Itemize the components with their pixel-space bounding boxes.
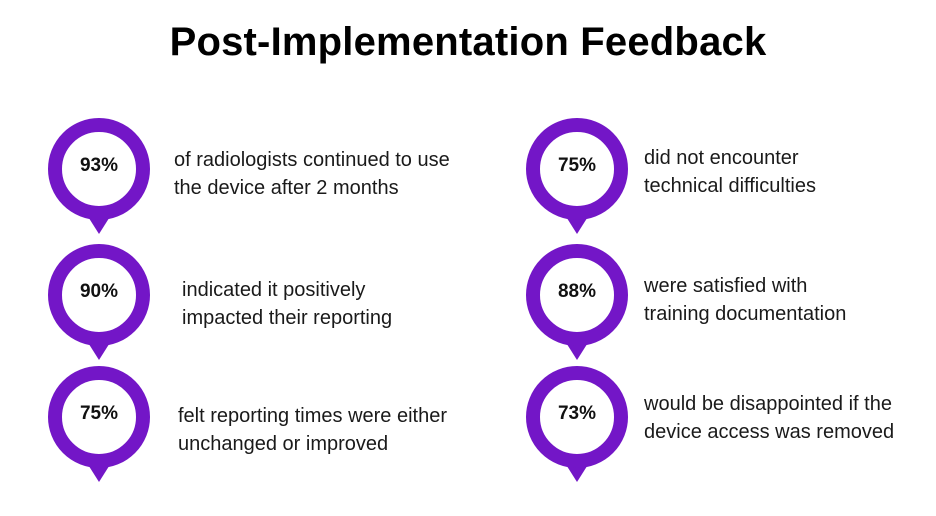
pin-marker-icon: 75%	[526, 118, 628, 234]
stat-description: of radiologists continued to use the dev…	[174, 149, 450, 199]
stat-description: did not encounter technical difficulties	[644, 147, 816, 197]
stat-description: felt reporting times were either unchang…	[178, 405, 448, 455]
stat-percent: 75%	[79, 403, 119, 424]
stat-description: indicated it positively impacted their r…	[182, 279, 393, 329]
stat-percent: 88%	[557, 281, 597, 302]
stat-percent: 73%	[557, 403, 597, 424]
pin-marker-icon: 73%	[526, 366, 628, 482]
stat-description: were satisfied with training documentati…	[644, 275, 847, 325]
pin-marker-icon: 75%	[48, 366, 150, 482]
pin-marker-icon: 88%	[526, 244, 628, 360]
page-title: Post-Implementation Feedback	[169, 20, 767, 64]
stat-description: would be disappointed if the device acce…	[644, 393, 895, 443]
stat-percent: 93%	[79, 155, 119, 176]
pin-marker-icon: 90%	[48, 244, 150, 360]
stat-percent: 75%	[557, 155, 597, 176]
pin-marker-icon: 93%	[48, 118, 150, 234]
stat-percent: 90%	[79, 281, 119, 302]
